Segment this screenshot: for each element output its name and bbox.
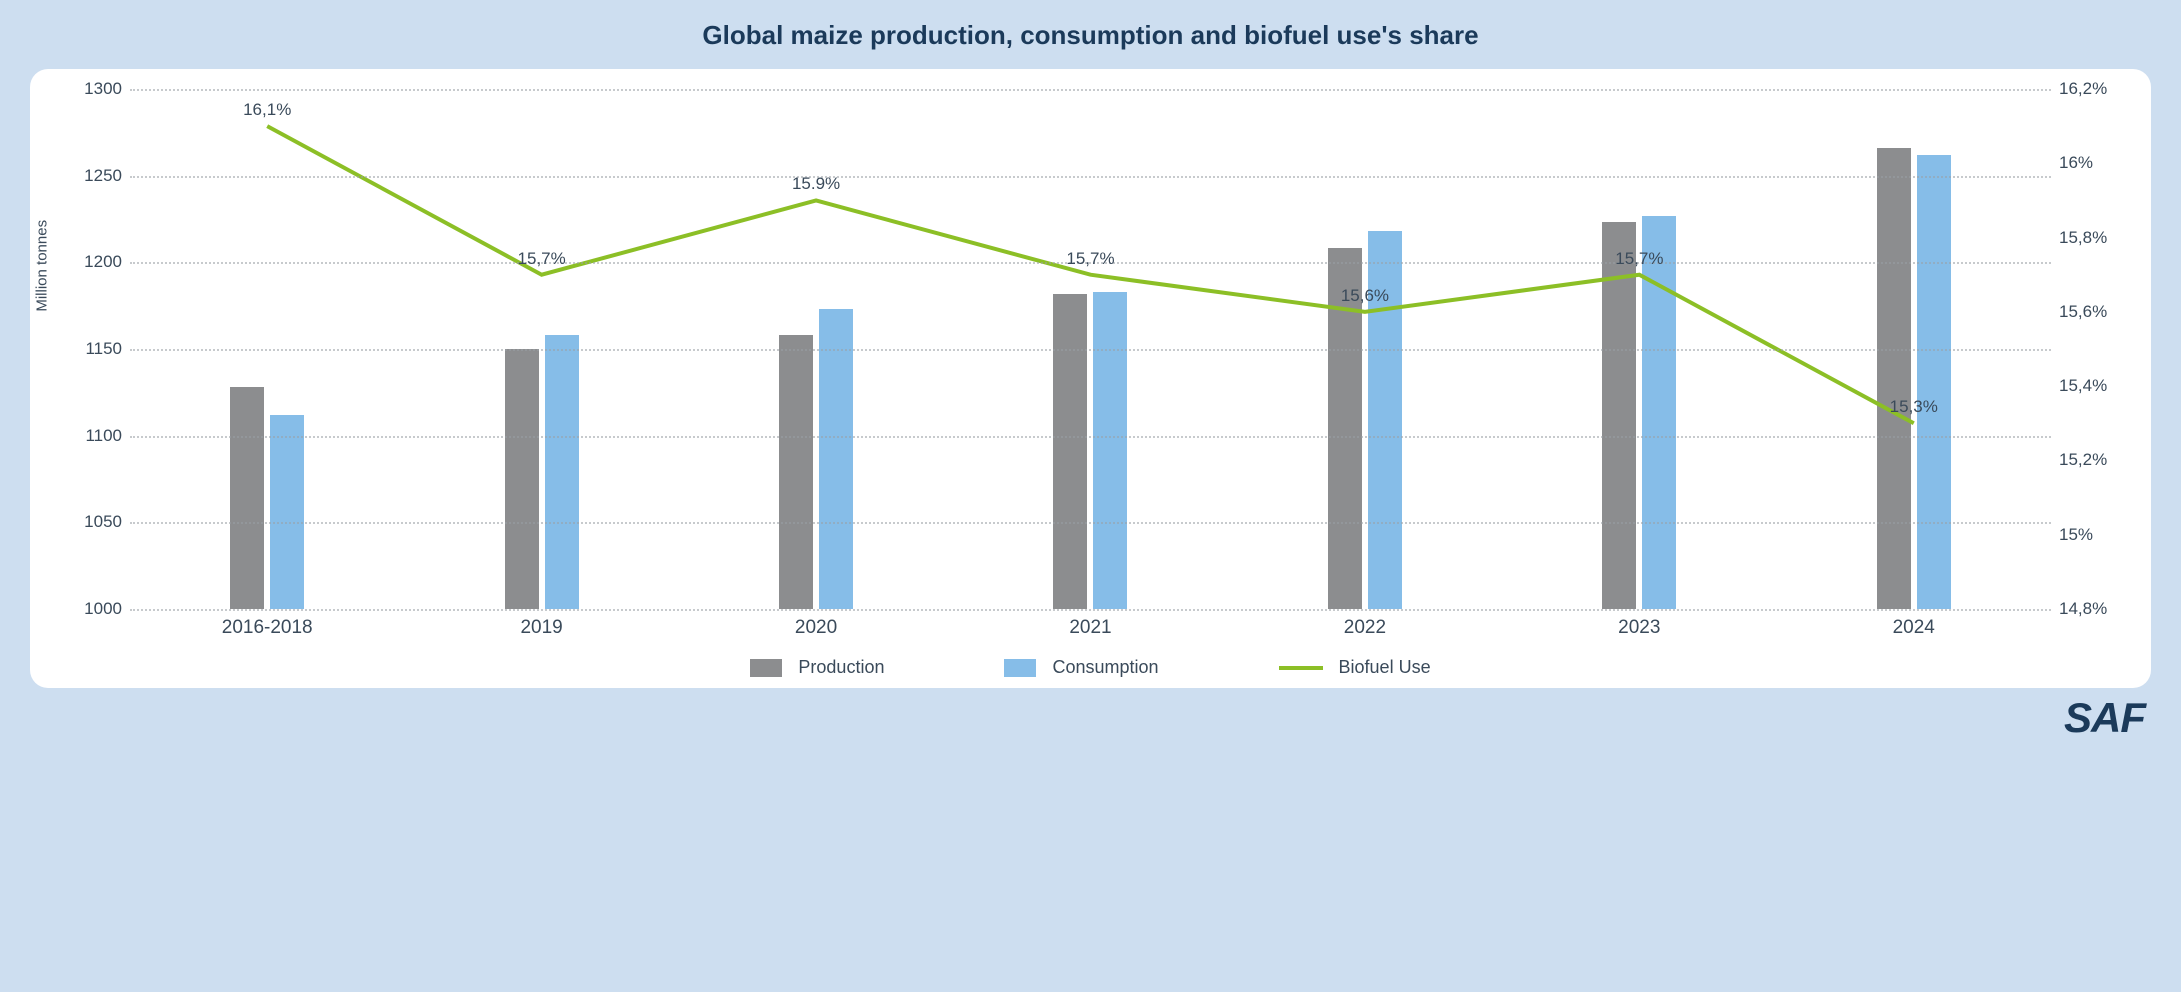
- gridline: [130, 349, 2051, 351]
- x-label: 2024: [1777, 617, 2051, 639]
- bar-production: [505, 349, 539, 609]
- x-label: 2022: [1228, 617, 1502, 639]
- legend-item-biofuel: Biofuel Use: [1279, 657, 1431, 678]
- bar-production: [1877, 148, 1911, 609]
- y-right-tick: 15,6%: [2059, 302, 2107, 322]
- bar-consumption: [545, 335, 579, 609]
- y-axis-right: 14,8%15%15,2%15,4%15,6%15,8%16%16,2%: [2051, 89, 2121, 609]
- biofuel-data-label: 15,3%: [1890, 397, 1938, 417]
- y-left-tick: 1300: [84, 79, 122, 99]
- x-label: 2016-2018: [130, 617, 404, 639]
- y-axis-left: Million tonnes 1000105011001150120012501…: [60, 89, 130, 609]
- y-right-tick: 15,8%: [2059, 228, 2107, 248]
- chart-area: Million tonnes 1000105011001150120012501…: [60, 89, 2121, 609]
- legend: Production Consumption Biofuel Use: [60, 657, 2121, 678]
- y-axis-left-label: Million tonnes: [34, 220, 51, 312]
- y-left-tick: 1250: [84, 166, 122, 186]
- legend-item-production: Production: [750, 657, 884, 678]
- biofuel-data-label: 15.9%: [792, 174, 840, 194]
- x-label: 2023: [1502, 617, 1776, 639]
- legend-label-production: Production: [798, 657, 884, 678]
- biofuel-data-label: 16,1%: [243, 100, 291, 120]
- bar-consumption: [819, 309, 853, 609]
- gridline: [130, 522, 2051, 524]
- biofuel-data-label: 15,7%: [518, 249, 566, 269]
- biofuel-data-label: 15,6%: [1341, 286, 1389, 306]
- x-label: 2021: [953, 617, 1227, 639]
- y-right-tick: 15%: [2059, 525, 2093, 545]
- gridline: [130, 609, 2051, 611]
- y-left-tick: 1000: [84, 599, 122, 619]
- y-left-tick: 1150: [85, 339, 122, 359]
- x-axis-labels: 2016-2018201920202021202220232024: [130, 617, 2051, 639]
- legend-swatch-consumption: [1004, 659, 1036, 677]
- legend-swatch-biofuel: [1279, 666, 1323, 670]
- y-left-tick: 1050: [84, 512, 122, 532]
- legend-label-biofuel: Biofuel Use: [1339, 657, 1431, 678]
- bar-production: [779, 335, 813, 609]
- y-left-tick: 1200: [84, 252, 122, 272]
- chart-title: Global maize production, consumption and…: [30, 20, 2151, 51]
- y-right-tick: 15,4%: [2059, 376, 2107, 396]
- y-right-tick: 16%: [2059, 153, 2093, 173]
- x-label: 2019: [404, 617, 678, 639]
- gridline: [130, 436, 2051, 438]
- gridline: [130, 89, 2051, 91]
- legend-swatch-production: [750, 659, 782, 677]
- bar-production: [1053, 294, 1087, 609]
- plot-area: 16,1% 15,7% 15.9% 15,7% 15,6% 15,7% 15,3%: [130, 89, 2051, 609]
- bar-production: [1602, 222, 1636, 609]
- x-label: 2020: [679, 617, 953, 639]
- bar-consumption: [270, 415, 304, 609]
- y-right-tick: 14,8%: [2059, 599, 2107, 619]
- bar-consumption: [1917, 155, 1951, 609]
- bar-consumption: [1093, 292, 1127, 609]
- legend-item-consumption: Consumption: [1004, 657, 1158, 678]
- bar-consumption: [1642, 216, 1676, 609]
- y-left-tick: 1100: [85, 426, 122, 446]
- chart-container: Global maize production, consumption and…: [30, 20, 2151, 742]
- biofuel-data-label: 15,7%: [1066, 249, 1114, 269]
- legend-label-consumption: Consumption: [1052, 657, 1158, 678]
- gridline: [130, 176, 2051, 178]
- y-right-tick: 15,2%: [2059, 450, 2107, 470]
- chart-card: Million tonnes 1000 1050 1100 1150 1200 1250 1…: [30, 69, 2151, 688]
- brand-logo: SAF: [30, 694, 2151, 742]
- bar-production: [230, 387, 264, 609]
- biofuel-data-label: 15,7%: [1615, 249, 1663, 269]
- y-right-tick: 16,2%: [2059, 79, 2107, 99]
